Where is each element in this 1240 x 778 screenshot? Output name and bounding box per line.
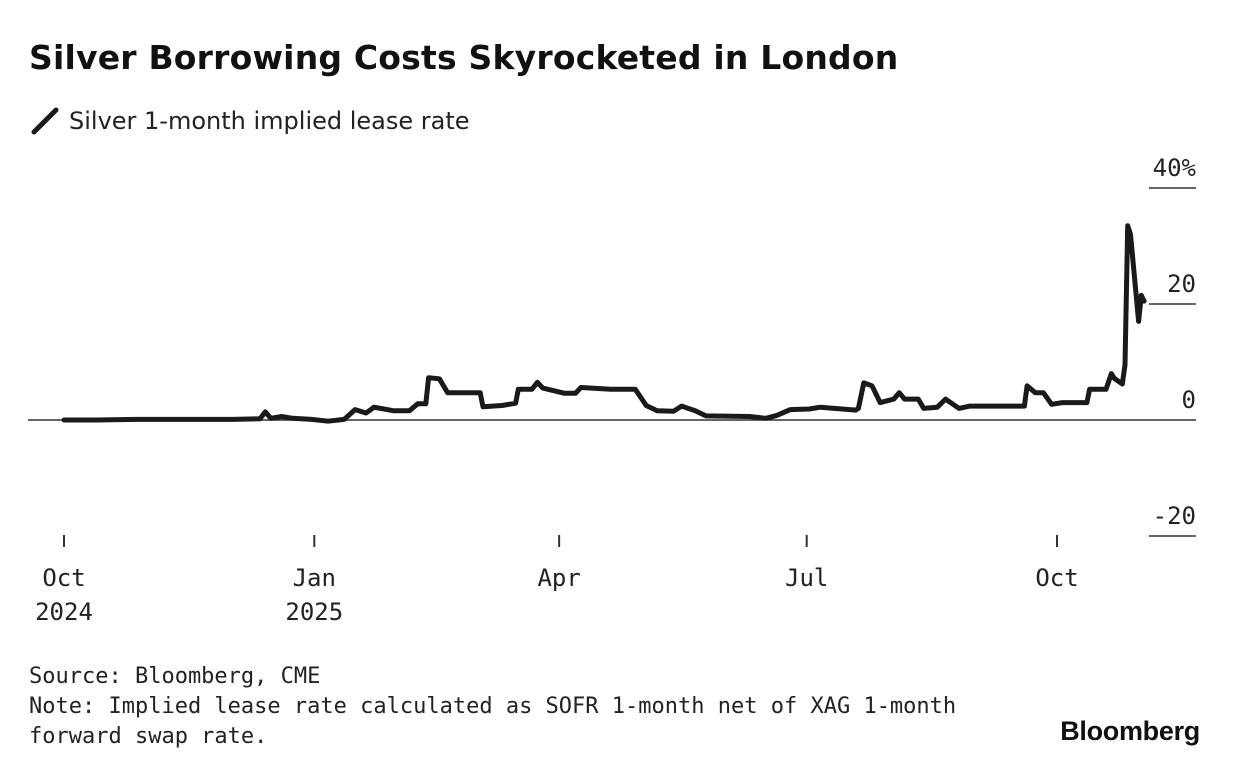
x-tick-label: Jan (293, 564, 336, 592)
source-text: Source: Bloomberg, CME (29, 664, 321, 689)
y-tick-label: -20 (1153, 502, 1196, 530)
x-tick-year-label: 2025 (285, 598, 343, 626)
x-tick-label: Oct (1035, 564, 1078, 592)
legend-label: Silver 1-month implied lease rate (69, 107, 470, 135)
y-tick-label: 0 (1182, 386, 1196, 414)
chart-title: Silver Borrowing Costs Skyrocketed in Lo… (29, 38, 899, 77)
bloomberg-logo: Bloomberg (1060, 716, 1200, 746)
legend: Silver 1-month implied lease rate (30, 106, 470, 136)
note-text-line-1: Note: Implied lease rate calculated as S… (29, 694, 957, 719)
note-text-line-2: forward swap rate. (29, 724, 268, 749)
footer: Source: Bloomberg, CME Note: Implied lea… (29, 662, 956, 752)
x-tick-label: Oct (42, 564, 85, 592)
y-tick-label: 40% (1153, 154, 1197, 182)
y-tick-label: 20 (1167, 270, 1196, 298)
x-tick-label: Apr (537, 564, 580, 592)
series-line-0 (61, 223, 1147, 424)
line-chart: 40% 20 0 -20 Oct 2024 Jan 2025 Apr Jul Oct (28, 154, 1197, 626)
x-tick-label: Jul (785, 564, 828, 592)
x-tick-year-label: 2024 (35, 598, 93, 626)
pencil-stroke-icon (31, 107, 59, 135)
